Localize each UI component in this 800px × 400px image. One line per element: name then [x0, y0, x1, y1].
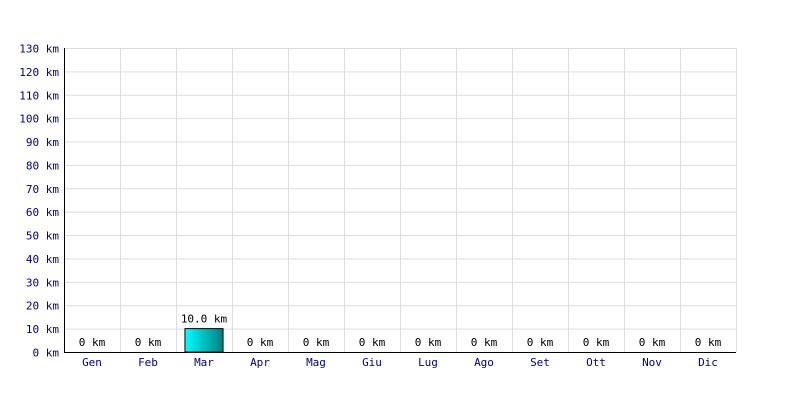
y-tick-label: 80 km — [26, 159, 59, 172]
y-tick-label: 100 km — [19, 113, 59, 126]
y-tick-label: 50 km — [26, 230, 59, 243]
data-label: 0 km — [359, 336, 386, 349]
x-tick-label: Apr — [250, 356, 270, 369]
x-tick-label: Feb — [138, 356, 158, 369]
y-tick-label: 110 km — [19, 89, 59, 102]
data-label: 0 km — [583, 336, 610, 349]
data-label: 0 km — [135, 336, 162, 349]
data-label: 0 km — [303, 336, 330, 349]
y-tick-label: 90 km — [26, 136, 59, 149]
bar-mar — [184, 328, 224, 353]
x-tick-label: Lug — [418, 356, 438, 369]
x-tick-label: Nov — [642, 356, 662, 369]
y-tick-label: 60 km — [26, 206, 59, 219]
x-tick-label: Mag — [306, 356, 326, 369]
y-tick-label: 120 km — [19, 66, 59, 79]
x-tick-label: Dic — [698, 356, 718, 369]
data-label: 0 km — [415, 336, 442, 349]
x-tick-label: Giu — [362, 356, 382, 369]
data-label: 0 km — [471, 336, 498, 349]
data-label: 0 km — [639, 336, 666, 349]
y-axis-ticks: 0 km 10 km 20 km 30 km 40 km 50 km 60 km 70 km 8… — [19, 43, 59, 360]
x-tick-label: Gen — [82, 356, 102, 369]
y-tick-label: 20 km — [26, 300, 59, 313]
bars — [184, 328, 224, 353]
data-label: 0 km — [695, 336, 722, 349]
data-label: 10.0 km — [181, 313, 228, 326]
x-tick-label: Ott — [586, 356, 606, 369]
x-tick-label: Mar — [194, 356, 214, 369]
grid — [64, 48, 737, 352]
y-tick-label: 70 km — [26, 183, 59, 196]
data-label: 0 km — [247, 336, 274, 349]
y-tick-label: 130 km — [19, 43, 59, 56]
x-tick-label: Set — [530, 356, 550, 369]
y-tick-label: 40 km — [26, 253, 59, 266]
data-label: 0 km — [79, 336, 106, 349]
x-axis-ticks: Gen Feb Mar Apr Mag Giu Lug Ago Set Ott Nov Dic — [82, 356, 718, 369]
axes — [64, 48, 736, 353]
data-labels: 0 km 0 km 10.0 km 0 km 0 km 0 km 0 km 0 km 0 km 0… — [79, 313, 722, 349]
y-tick-label: 10 km — [26, 323, 59, 336]
x-tick-label: Ago — [474, 356, 494, 369]
y-tick-label: 30 km — [26, 276, 59, 289]
data-label: 0 km — [527, 336, 554, 349]
y-tick-label: 0 km — [33, 347, 60, 360]
